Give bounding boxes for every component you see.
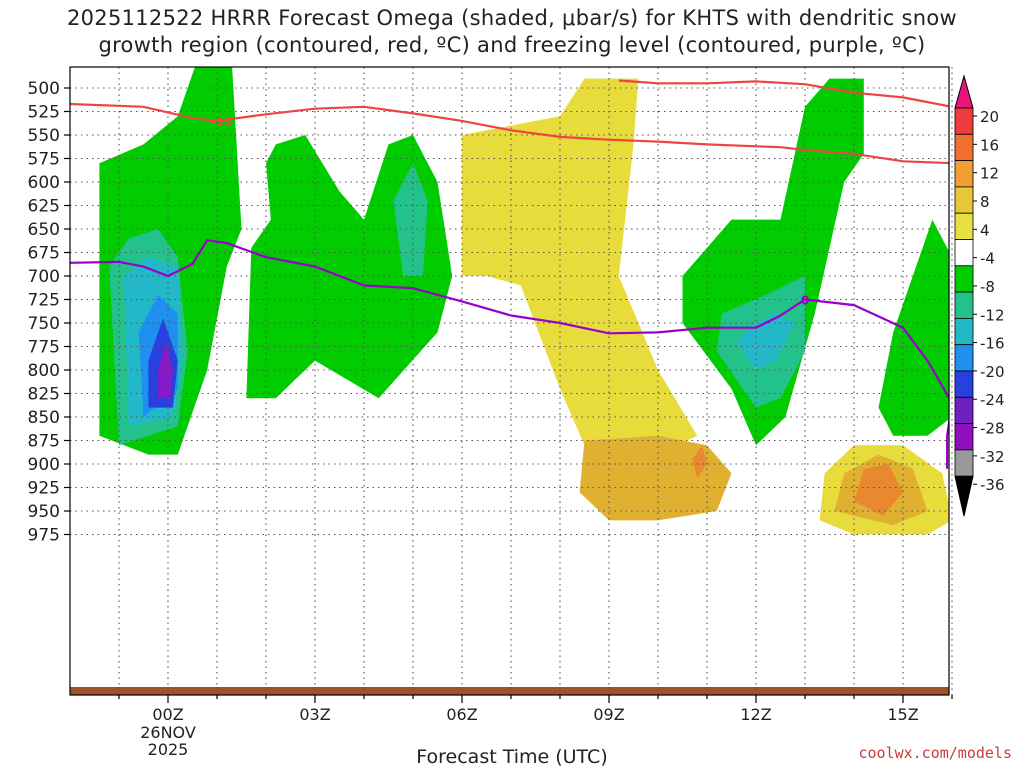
y-tick-label-950: 950 (28, 502, 60, 522)
colorbar-label-2: 12 (980, 165, 999, 183)
y-tick-label-650: 650 (28, 220, 60, 240)
colorbar-segment-4 (954, 186, 974, 214)
omega-area-teal-7 (393, 163, 428, 276)
colorbar-label-13: -36 (980, 476, 1005, 494)
colorbar-segment-9 (954, 317, 974, 346)
colorbar-bottom-arrow (954, 475, 974, 517)
colorbar-label-5: -4 (980, 250, 995, 268)
y-tick-label-625: 625 (28, 197, 60, 217)
colorbar-label-7: -12 (980, 306, 1005, 324)
dendritic-contour-upper-line (618, 79, 949, 108)
colorbar-label-10: -24 (980, 391, 1005, 409)
colorbar-label-4: 4 (980, 221, 990, 239)
site-credit: coolwx.com/models (858, 744, 1012, 762)
y-tick-label-750: 750 (28, 314, 60, 334)
chart-title-line2: growth region (contoured, red, ºC) and f… (98, 33, 926, 57)
y-tick-label-800: 800 (28, 361, 60, 381)
y-tick-label-850: 850 (28, 408, 60, 428)
colorbar-segment-11 (954, 370, 974, 398)
y-tick-label-725: 725 (28, 291, 60, 311)
x-tick-label-12Z: 12Z (740, 705, 771, 724)
plot-frame (69, 66, 950, 696)
omega-area-gold-9 (579, 435, 732, 521)
colorbar-label-8: -16 (980, 335, 1005, 353)
x-tick-label-03Z: 03Z (299, 705, 330, 724)
y-tick-label-775: 775 (28, 338, 60, 358)
x-tick-label-00Z: 00Z (152, 705, 183, 724)
y-tick-label-500: 500 (28, 79, 60, 99)
colorbar-segment-6 (954, 239, 974, 267)
omega-area-purple-5 (158, 341, 173, 399)
colorbar-segment-12 (954, 396, 974, 424)
x-tick-label-15Z: 15Z (887, 705, 918, 724)
y-tick-label-875: 875 (28, 432, 60, 452)
colorbar-segment-13 (954, 423, 974, 451)
y-tick-label-550: 550 (28, 126, 60, 146)
colorbar-segment-14 (954, 449, 974, 477)
ground-strip (70, 687, 949, 695)
y-tick-label-600: 600 (28, 173, 60, 193)
colorbar-label-11: -28 (980, 420, 1005, 438)
omega-area-green-14 (878, 219, 949, 436)
y-tick-label-575: 575 (28, 150, 60, 170)
colorbar-top-arrow (954, 74, 974, 109)
colorbar-label-3: 8 (980, 193, 990, 211)
colorbar-segment-10 (954, 344, 974, 372)
x-tick-sublabel-0: 26NOV (140, 723, 196, 742)
colorbar-label-6: -8 (980, 278, 995, 296)
x-axis-label: Forecast Time (UTC) (416, 746, 608, 768)
dendritic-contour-label: -12 (211, 115, 233, 129)
colorbar-segment-3 (954, 160, 974, 188)
x-tick-sublabel-1: 2025 (148, 740, 189, 759)
omega-area-orange-17 (854, 464, 903, 516)
omega-area-orange-10 (692, 445, 707, 479)
colorbar-segment-7 (954, 265, 974, 293)
colorbar-segment-5 (954, 212, 974, 240)
y-tick-label-700: 700 (28, 267, 60, 287)
colorbar-segment-1 (954, 107, 974, 135)
omega-area-yellow-8 (462, 78, 698, 455)
y-tick-label-825: 825 (28, 385, 60, 405)
colorbar-label-1: 16 (980, 136, 999, 154)
x-tick-label-09Z: 09Z (593, 705, 624, 724)
y-tick-label-525: 525 (28, 103, 60, 123)
colorbar-segment-8 (954, 291, 974, 319)
colorbar-label-12: -32 (980, 448, 1005, 466)
y-tick-label-925: 925 (28, 479, 60, 499)
y-tick-label-900: 900 (28, 455, 60, 475)
freezing-level-line (70, 239, 949, 469)
x-tick-label-06Z: 06Z (446, 705, 477, 724)
y-tick-label-975: 975 (28, 526, 60, 546)
chart-title-line1: 2025112522 HRRR Forecast Omega (shaded, … (66, 6, 958, 30)
colorbar-label-0: 20 (980, 108, 999, 126)
colorbar-label-9: -20 (980, 363, 1005, 381)
dendritic-contour-line (70, 102, 949, 165)
freezing-level-label: 0 (801, 294, 809, 308)
colorbar-segment-2 (954, 133, 974, 162)
y-tick-label-675: 675 (28, 244, 60, 264)
